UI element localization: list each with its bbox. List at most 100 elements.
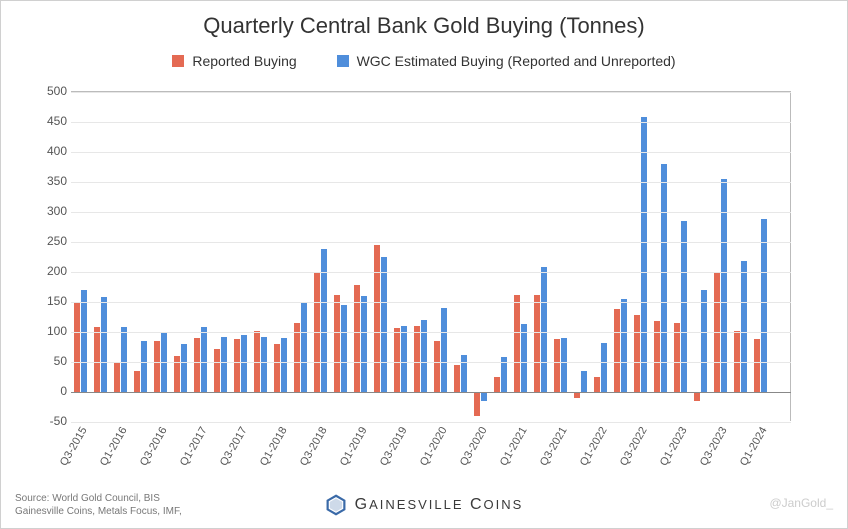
plot-frame bbox=[71, 91, 791, 421]
bar-reported bbox=[534, 295, 540, 392]
brand-logo: GAINESVILLE COINS bbox=[1, 494, 847, 516]
bar-reported bbox=[474, 392, 480, 416]
grid-line bbox=[71, 182, 791, 183]
bar-estimated bbox=[321, 249, 327, 392]
grid-line bbox=[71, 302, 791, 303]
y-tick: 400 bbox=[21, 144, 67, 158]
x-tick-label: Q3-2023 bbox=[698, 425, 730, 468]
x-tick-label: Q3-2019 bbox=[378, 425, 410, 468]
bar-estimated bbox=[381, 257, 387, 392]
y-tick: 250 bbox=[21, 234, 67, 248]
x-tick-label: Q3-2020 bbox=[458, 425, 490, 468]
legend-item-estimated: WGC Estimated Buying (Reported and Unrep… bbox=[337, 53, 676, 69]
bar-reported bbox=[554, 339, 560, 392]
bar-estimated bbox=[641, 117, 647, 392]
bar-reported bbox=[754, 339, 760, 392]
bar-estimated bbox=[81, 290, 87, 392]
y-tick: -50 bbox=[21, 414, 67, 428]
bar-reported bbox=[674, 323, 680, 392]
y-tick: 450 bbox=[21, 114, 67, 128]
x-tick-label: Q1-2024 bbox=[738, 425, 770, 468]
grid-line bbox=[71, 422, 791, 423]
x-tick-label: Q1-2017 bbox=[178, 425, 210, 468]
bar-reported bbox=[634, 315, 640, 392]
legend-swatch-reported bbox=[172, 55, 184, 67]
legend: Reported Buying WGC Estimated Buying (Re… bbox=[1, 53, 847, 70]
bar-reported bbox=[614, 309, 620, 392]
x-tick-label: Q3-2016 bbox=[138, 425, 170, 468]
bar-reported bbox=[434, 341, 440, 392]
credit-handle: @JanGold_ bbox=[769, 496, 833, 510]
bar-estimated bbox=[341, 305, 347, 392]
bars-layer bbox=[71, 92, 791, 422]
grid-line bbox=[71, 272, 791, 273]
bar-estimated bbox=[541, 267, 547, 392]
y-tick: 50 bbox=[21, 354, 67, 368]
x-tick-label: Q1-2021 bbox=[498, 425, 530, 468]
y-tick: 350 bbox=[21, 174, 67, 188]
zero-line bbox=[71, 392, 791, 393]
bar-estimated bbox=[141, 341, 147, 392]
bar-estimated bbox=[441, 308, 447, 392]
x-tick-label: Q1-2018 bbox=[258, 425, 290, 468]
bar-estimated bbox=[481, 392, 487, 401]
grid-line bbox=[71, 122, 791, 123]
bar-estimated bbox=[741, 261, 747, 392]
x-tick-label: Q3-2021 bbox=[538, 425, 570, 468]
bar-estimated bbox=[601, 343, 607, 392]
bar-reported bbox=[514, 295, 520, 392]
x-tick-label: Q1-2023 bbox=[658, 425, 690, 468]
bar-estimated bbox=[181, 344, 187, 392]
bar-reported bbox=[694, 392, 700, 401]
bar-estimated bbox=[621, 299, 627, 392]
grid-line bbox=[71, 152, 791, 153]
grid-line bbox=[71, 242, 791, 243]
bar-reported bbox=[94, 327, 100, 392]
bar-estimated bbox=[301, 302, 307, 392]
bar-reported bbox=[274, 344, 280, 392]
bar-reported bbox=[494, 377, 500, 392]
y-tick: 100 bbox=[21, 324, 67, 338]
brand-text: GAINESVILLE COINS bbox=[355, 496, 524, 514]
bar-estimated bbox=[261, 337, 267, 392]
bar-reported bbox=[154, 341, 160, 392]
x-tick-label: Q3-2015 bbox=[58, 425, 90, 468]
plot-area: -50050100150200250300350400450500 Q3-201… bbox=[71, 91, 791, 421]
bar-estimated bbox=[281, 338, 287, 392]
brand-icon bbox=[325, 494, 347, 516]
x-tick-label: Q3-2018 bbox=[298, 425, 330, 468]
bar-estimated bbox=[221, 337, 227, 392]
chart-title: Quarterly Central Bank Gold Buying (Tonn… bbox=[1, 13, 847, 39]
y-axis: -50050100150200250300350400450500 bbox=[21, 91, 67, 421]
x-tick-label: Q1-2016 bbox=[98, 425, 130, 468]
bar-estimated bbox=[721, 179, 727, 392]
bar-estimated bbox=[121, 327, 127, 392]
bar-estimated bbox=[561, 338, 567, 392]
x-tick-label: Q1-2020 bbox=[418, 425, 450, 468]
bar-estimated bbox=[101, 297, 107, 392]
bar-reported bbox=[294, 323, 300, 392]
bar-reported bbox=[414, 326, 420, 392]
bar-reported bbox=[374, 245, 380, 392]
y-tick: 300 bbox=[21, 204, 67, 218]
bar-estimated bbox=[361, 296, 367, 392]
bar-reported bbox=[114, 363, 120, 392]
bar-estimated bbox=[241, 335, 247, 392]
bar-estimated bbox=[701, 290, 707, 392]
legend-label-estimated: WGC Estimated Buying (Reported and Unrep… bbox=[357, 53, 676, 69]
bar-reported bbox=[234, 339, 240, 392]
bar-reported bbox=[74, 302, 80, 392]
bar-estimated bbox=[661, 164, 667, 392]
bar-estimated bbox=[461, 355, 467, 392]
bar-estimated bbox=[201, 327, 207, 392]
grid-line bbox=[71, 212, 791, 213]
bar-estimated bbox=[521, 324, 527, 392]
y-tick: 150 bbox=[21, 294, 67, 308]
legend-label-reported: Reported Buying bbox=[192, 53, 296, 69]
x-tick-label: Q1-2019 bbox=[338, 425, 370, 468]
bar-reported bbox=[134, 371, 140, 392]
x-tick-label: Q3-2017 bbox=[218, 425, 250, 468]
bar-reported bbox=[334, 295, 340, 392]
bar-reported bbox=[594, 377, 600, 392]
y-tick: 200 bbox=[21, 264, 67, 278]
